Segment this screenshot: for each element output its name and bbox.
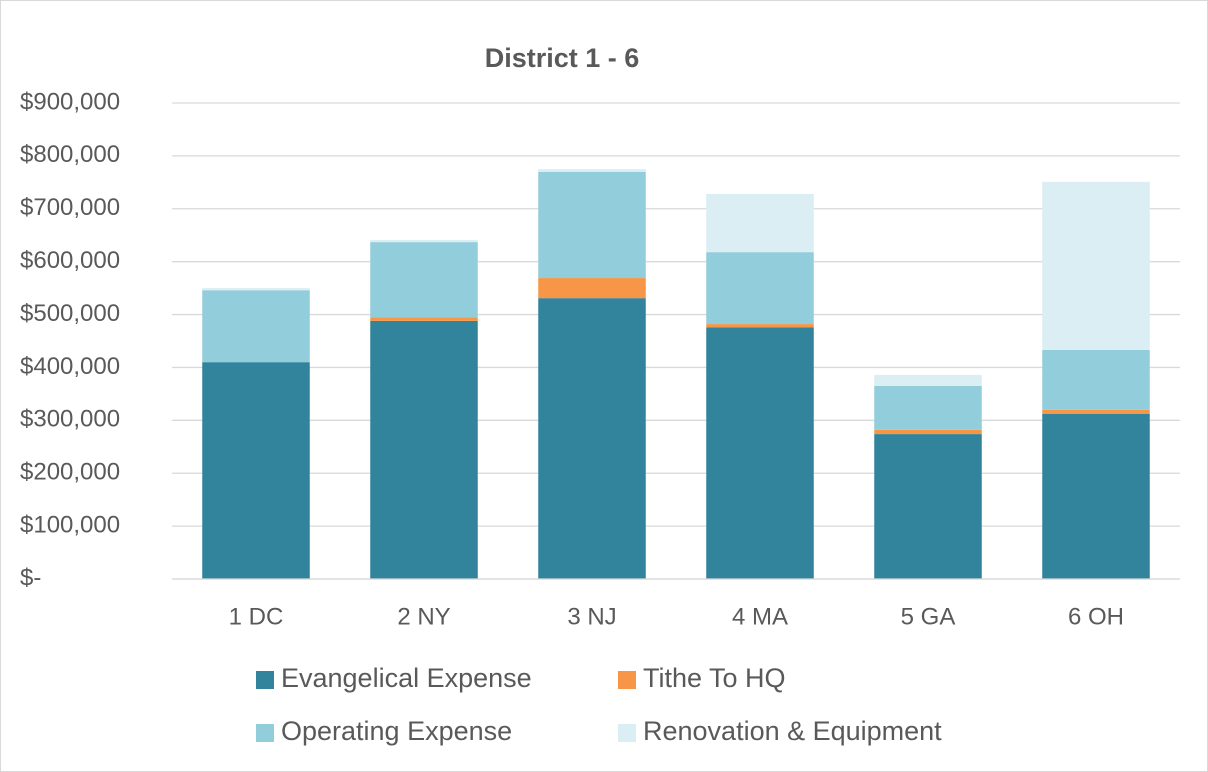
y-tick-label: $100,000: [20, 511, 120, 538]
y-tick-label: $600,000: [20, 247, 120, 274]
x-tick-label: 4 MA: [732, 603, 788, 630]
legend-swatch: [256, 724, 274, 742]
legend-label: Renovation & Equipment: [643, 716, 942, 746]
legend-swatch: [256, 671, 274, 689]
chart-title: District 1 - 6: [485, 43, 640, 73]
bar-segment: [874, 385, 982, 430]
bar-segment: [202, 290, 310, 363]
legend-label: Evangelical Expense: [281, 663, 532, 693]
y-tick-label: $500,000: [20, 300, 120, 327]
legend-label: Operating Expense: [281, 716, 512, 746]
bar-segment: [538, 171, 646, 279]
bar-segment: [706, 193, 814, 253]
y-tick-label: $-: [20, 564, 41, 591]
bar-segment: [1042, 349, 1150, 410]
x-tick-label: 5 GA: [901, 603, 956, 630]
legend-swatch: [618, 671, 636, 689]
y-tick-label: $200,000: [20, 459, 120, 486]
bar-segment: [538, 169, 646, 172]
y-tick-label: $800,000: [20, 141, 120, 168]
bar-segment: [706, 327, 814, 579]
bar-segment: [202, 362, 310, 579]
bar-segment: [1042, 181, 1150, 350]
bar-segment: [370, 320, 478, 579]
y-tick-label: $300,000: [20, 406, 120, 433]
x-tick-label: 6 OH: [1068, 603, 1124, 630]
bar-segment: [874, 429, 982, 435]
bar-segment: [1042, 413, 1150, 579]
legend-label: Tithe To HQ: [643, 663, 786, 693]
bar-segment: [874, 434, 982, 579]
bar-segment: [538, 278, 646, 299]
bar-segment: [1042, 409, 1150, 414]
x-tick-label: 2 NY: [397, 603, 450, 630]
x-tick-label: 3 NJ: [567, 603, 616, 630]
legend-swatch: [618, 724, 636, 742]
bar-segment: [370, 242, 478, 318]
x-tick-label: 1 DC: [229, 603, 284, 630]
bar-segment: [370, 239, 478, 243]
bar-segment: [706, 324, 814, 328]
y-tick-label: $400,000: [20, 353, 120, 380]
bar-segment: [202, 288, 310, 291]
bar-segment: [874, 374, 982, 386]
y-tick-label: $700,000: [20, 194, 120, 221]
bar-segment: [370, 317, 478, 321]
bar-segment: [706, 252, 814, 325]
bar-segment: [538, 298, 646, 579]
y-tick-label: $900,000: [20, 88, 120, 115]
